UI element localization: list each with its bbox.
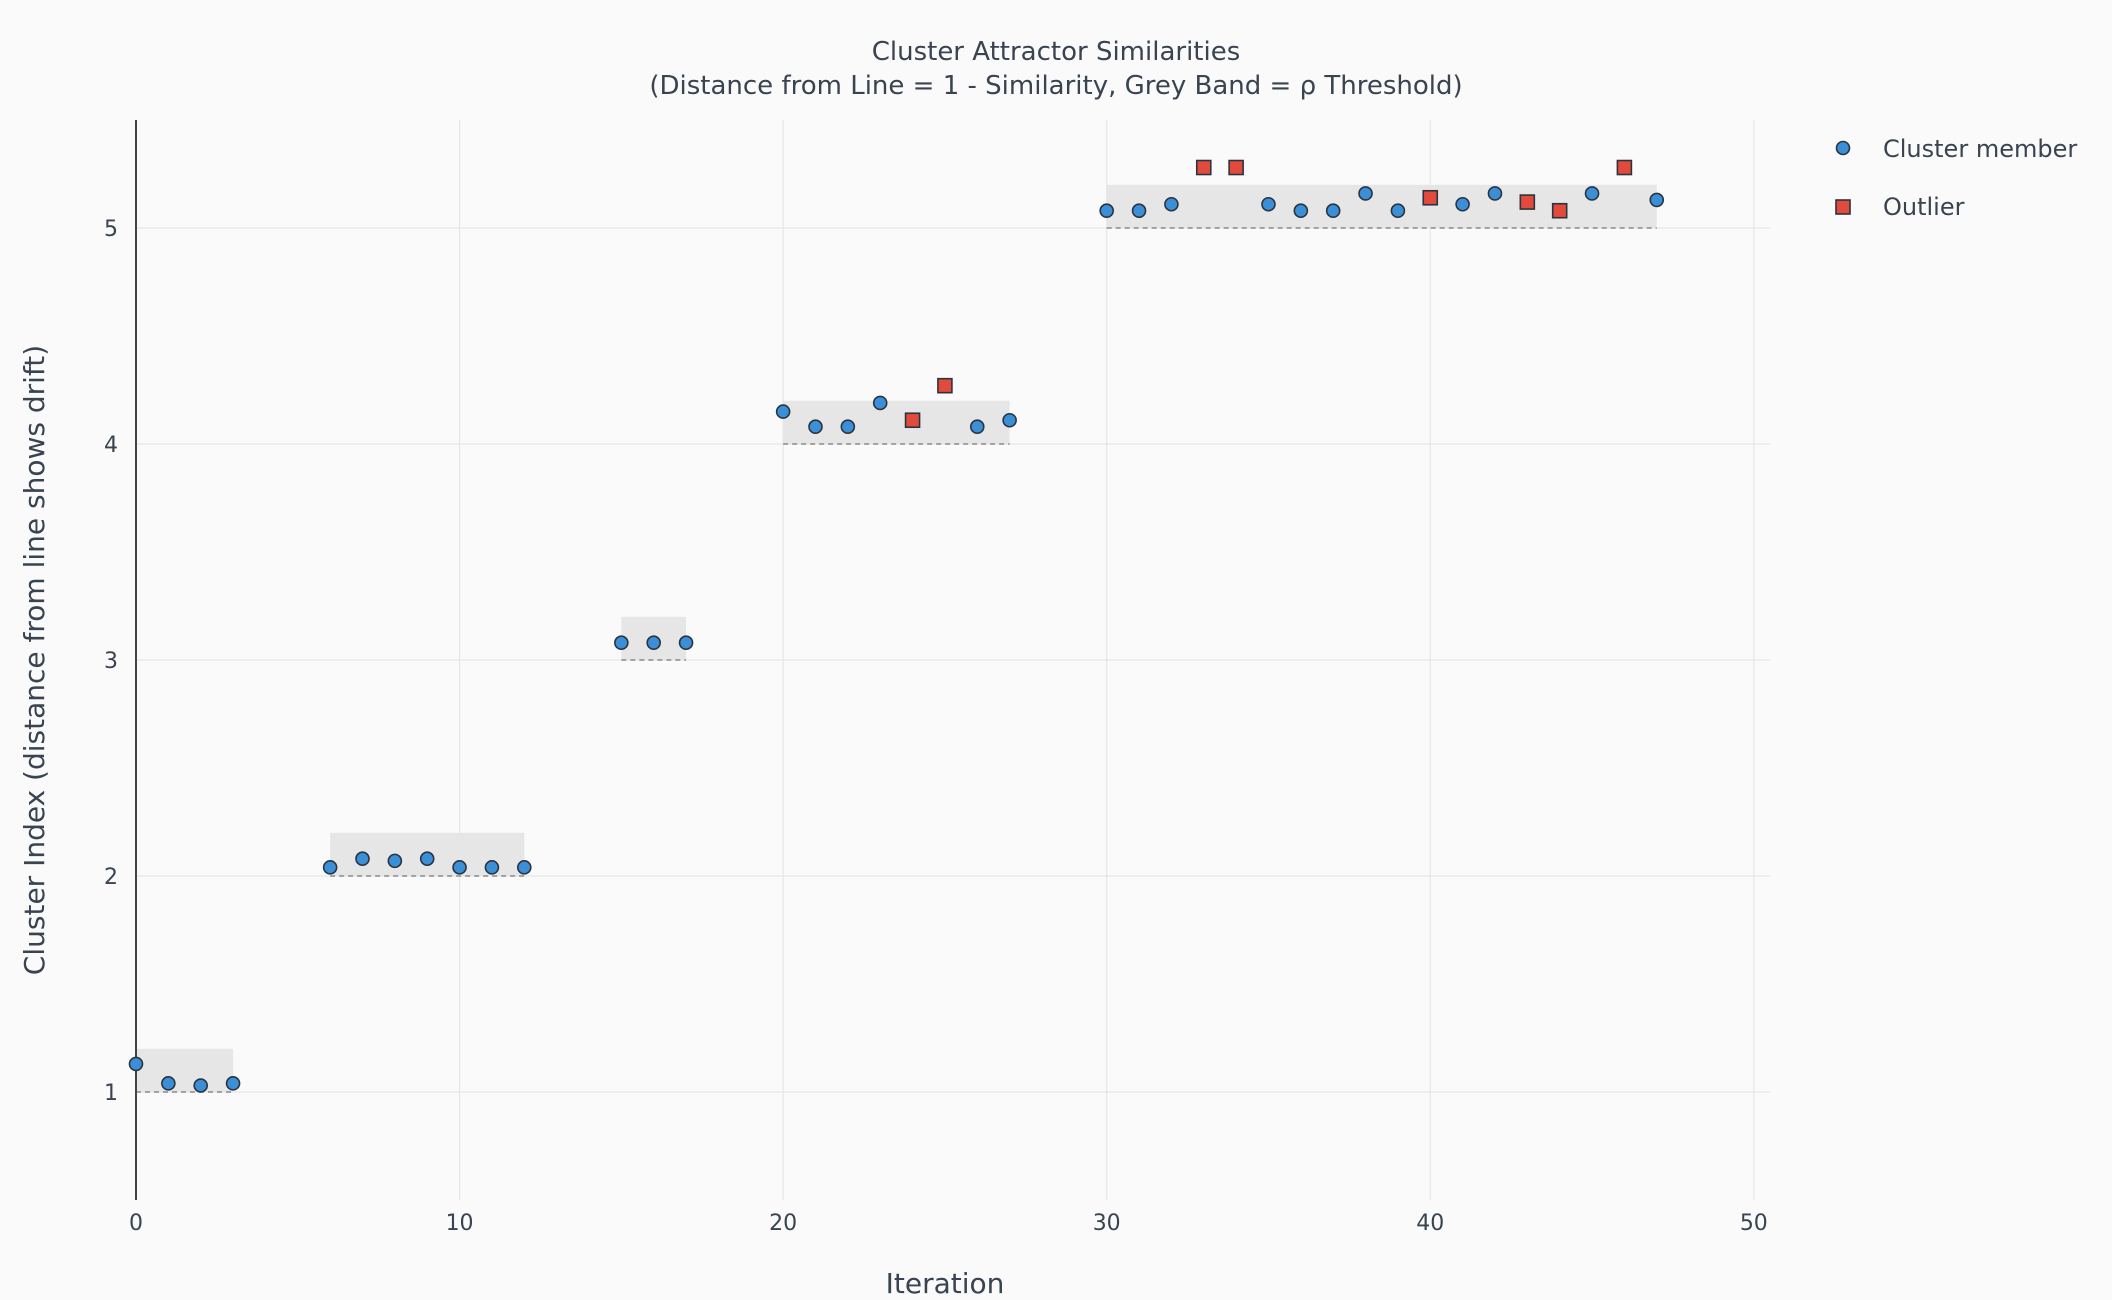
cluster-member-point <box>969 419 985 435</box>
cluster-member-point <box>452 860 467 875</box>
cluster-member-point <box>161 1076 176 1091</box>
x-tick-label: 30 <box>1093 1211 1121 1236</box>
y-axis-title: Cluster Index (distance from line shows … <box>18 345 51 975</box>
cluster-member-point <box>1358 186 1373 201</box>
cluster-member-point <box>1584 186 1600 201</box>
outlier-point <box>1551 202 1568 219</box>
outlier-point <box>904 412 921 429</box>
legend-circle-marker <box>1835 140 1851 156</box>
cluster-member-point <box>225 1076 241 1091</box>
cluster-member-point <box>1131 203 1147 219</box>
x-tick-label: 40 <box>1416 1211 1444 1236</box>
outlier-point <box>1519 194 1536 210</box>
chart-title: Cluster Attractor Similarities <box>872 37 1241 67</box>
cluster-member-point <box>1002 412 1017 428</box>
data-points <box>128 159 1665 1093</box>
outlier-point <box>1228 159 1244 176</box>
cluster-member-point <box>678 635 694 651</box>
cluster-member-point <box>1487 186 1503 201</box>
legend-item-cluster-member[interactable]: Cluster member <box>1835 135 2078 163</box>
cluster-member-point <box>355 851 370 867</box>
legend-square-marker <box>1835 199 1851 215</box>
cluster-member-point <box>1099 203 1114 219</box>
cluster-member-point <box>516 860 532 875</box>
outlier-point <box>937 377 953 394</box>
x-axis-title: Iteration <box>886 1267 1005 1300</box>
x-tick-label: 20 <box>769 1211 797 1236</box>
cluster-member-point <box>1293 203 1309 219</box>
outlier-point <box>1616 159 1633 176</box>
chart-subtitle: (Distance from Line = 1 - Similarity, Gr… <box>649 71 1462 101</box>
cluster-member-point <box>646 635 662 651</box>
legend-label-outlier: Outlier <box>1883 193 1965 221</box>
y-tick-label: 4 <box>104 433 118 458</box>
cluster-member-point <box>484 860 500 875</box>
y-tick-label: 5 <box>104 217 118 242</box>
legend[interactable]: Cluster member Outlier <box>1835 135 2078 221</box>
y-tick-label: 3 <box>104 649 118 674</box>
grid-layer <box>135 120 1770 1200</box>
x-tick-label: 10 <box>446 1211 474 1236</box>
threshold-band <box>136 1048 234 1092</box>
y-tick-label: 2 <box>104 865 118 890</box>
x-tick-label: 50 <box>1740 1211 1768 1236</box>
cluster-member-point <box>1261 196 1276 212</box>
cluster-member-point <box>322 860 338 875</box>
y-tick-label: 1 <box>104 1081 118 1106</box>
cluster-member-point <box>387 853 403 869</box>
cluster-member-point <box>840 419 856 435</box>
outlier-point <box>1422 189 1439 206</box>
axes: 0 10 20 30 40 50 1 2 3 4 5 <box>104 120 1768 1236</box>
threshold-band <box>1106 184 1657 228</box>
legend-label-cluster-member: Cluster member <box>1883 135 2077 163</box>
cluster-member-point <box>872 395 888 411</box>
outlier-point <box>1195 159 1212 176</box>
cluster-member-point <box>808 419 823 435</box>
cluster-member-point <box>419 851 435 867</box>
cluster-member-point <box>1455 196 1470 212</box>
cluster-member-point <box>775 404 791 419</box>
x-tick-label: 0 <box>129 1211 143 1236</box>
cluster-member-point <box>128 1056 144 1072</box>
cluster-member-point <box>1164 196 1179 212</box>
cluster-member-point <box>1649 192 1665 208</box>
cluster-member-point <box>1390 203 1406 219</box>
cluster-member-point <box>1325 203 1341 219</box>
cluster-member-point <box>614 635 629 651</box>
legend-item-outlier[interactable]: Outlier <box>1835 193 1965 221</box>
threshold-bands <box>136 184 1657 1093</box>
cluster-member-point <box>193 1078 209 1093</box>
